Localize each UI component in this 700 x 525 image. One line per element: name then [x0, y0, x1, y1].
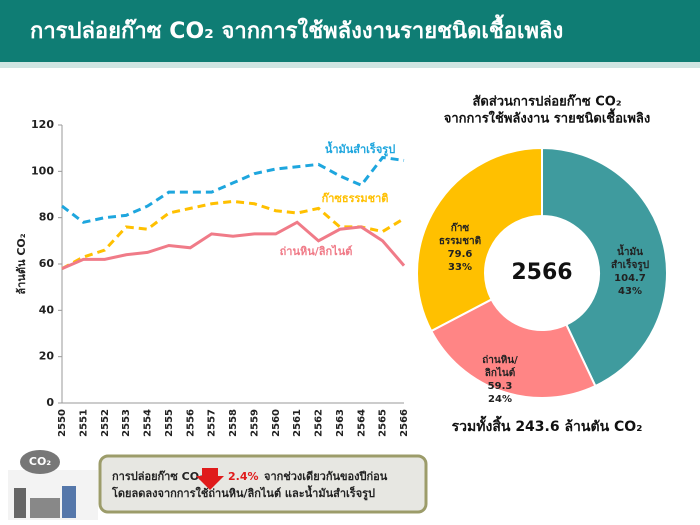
donut-slice — [429, 298, 597, 399]
y-tick-label: 0 — [46, 396, 54, 409]
y-tick-label: 100 — [31, 164, 54, 177]
chimney-icon — [14, 488, 26, 518]
x-tick-label: 2553 — [121, 409, 132, 437]
summary-lead: การปล่อยก๊าซ CO₂ — [112, 470, 204, 483]
x-tick-label: 2556 — [185, 409, 196, 437]
header-stripe — [0, 62, 700, 68]
series-line — [61, 220, 406, 271]
slice-value: 79.6 — [448, 249, 473, 260]
x-tick-label: 2563 — [335, 409, 346, 437]
series-line — [61, 155, 405, 224]
slice-label: ก๊าซ — [451, 222, 470, 234]
x-tick-label: 2565 — [378, 409, 389, 437]
x-tick-label: 2555 — [164, 409, 175, 437]
x-tick-label: 2550 — [57, 409, 68, 437]
factory-icon — [30, 498, 60, 518]
slice-label: ถ่านหิน/ — [482, 354, 518, 366]
y-tick-label: 80 — [39, 211, 55, 224]
x-tick-label: 2564 — [356, 409, 367, 437]
header-band — [0, 0, 700, 62]
y-tick-label: 20 — [39, 350, 55, 363]
slice-value: 59.3 — [488, 381, 513, 392]
down-arrow — [196, 468, 224, 490]
x-tick-label: 2557 — [207, 409, 218, 437]
donut-chart: สัดส่วนการปล่อยก๊าซ CO₂จากการใช้พลังงาน … — [416, 95, 668, 435]
building-icon — [62, 486, 76, 518]
x-tick-label: 2559 — [249, 409, 260, 437]
summary-tail: จากช่วงเดียวกันของปีก่อน — [264, 470, 388, 483]
x-tick-label: 2551 — [78, 409, 89, 437]
donut-total: รวมทั้งสิ้น 243.6 ล้านตัน CO₂ — [452, 415, 643, 435]
donut-slice — [541, 146, 668, 388]
series-line — [61, 199, 405, 270]
x-tick-label: 2558 — [228, 409, 239, 437]
slice-percent: 33% — [448, 262, 472, 273]
slice-label: น้ำมัน — [617, 244, 643, 258]
series-label: ก๊าซธรรมชาติ — [322, 192, 389, 205]
summary-change: 2.4% — [228, 470, 259, 483]
y-tick-label: 40 — [39, 303, 55, 316]
summary-line2: โดยลดลงจากการใช้ถ่านหิน/ลิกไนต์ และน้ำมั… — [111, 485, 375, 501]
icon-label: CO₂ — [29, 455, 51, 468]
slice-label: ลิกไนต์ — [485, 366, 516, 379]
x-tick-label: 2554 — [143, 409, 154, 437]
y-axis-label: ล้านตัน CO₂ — [15, 233, 28, 294]
donut-title: สัดส่วนการปล่อยก๊าซ CO₂ — [472, 95, 621, 110]
y-tick-label: 60 — [39, 257, 55, 270]
series-label: ถ่านหิน/ลิกไนต์ — [280, 244, 353, 258]
y-tick-label: 120 — [31, 118, 54, 131]
line-chart: 0 20 40 60 80 100 120 2550 2551 2552 2553 2554 2555 2… — [15, 118, 410, 437]
x-tick-label: 2561 — [292, 409, 303, 437]
x-tick-label: 2560 — [271, 409, 282, 437]
slice-label: ธรรมชาติ — [439, 235, 481, 247]
slice-percent: 43% — [618, 286, 642, 297]
cloud-icon — [20, 450, 60, 474]
header-title: การปล่อยก๊าซ CO₂ จากการใช้พลังงานรายชนิด… — [30, 14, 563, 44]
donut-title: จากการใช้พลังงาน รายชนิดเชื้อเพลิง — [444, 108, 651, 127]
x-tick-label: 2562 — [314, 409, 325, 437]
series-label: น้ำมันสำเร็จรูป — [325, 141, 395, 157]
slice-label: สำเร็จรูป — [611, 257, 649, 272]
donut-slice — [416, 146, 543, 333]
donut-center-label: 2566 — [511, 260, 572, 285]
summary-box — [98, 454, 428, 514]
footer: CO₂ การปล่อยก๊าซ CO₂ 2.4% จากช่วงเดียวกั… — [8, 450, 428, 520]
x-tick-label: 2566 — [399, 409, 410, 437]
slice-value: 104.7 — [614, 273, 646, 284]
x-tick-label: 2552 — [100, 409, 111, 437]
slice-percent: 24% — [488, 394, 512, 405]
